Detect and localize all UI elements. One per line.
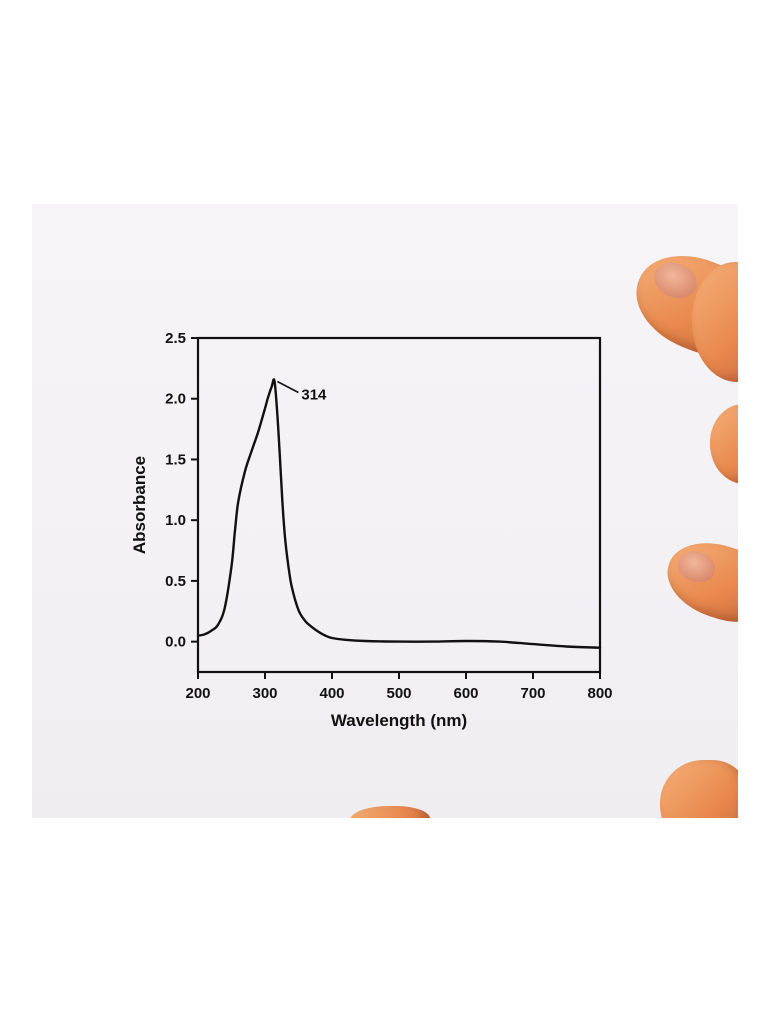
- x-axis-ticks: 200 300 400 500 600 700 800: [185, 672, 613, 702]
- x-tick-label: 500: [386, 685, 411, 702]
- y-tick-label: 1.0: [165, 512, 186, 529]
- y-axis-label: Absorbance: [130, 456, 149, 554]
- x-tick-label: 300: [252, 685, 277, 702]
- y-axis-ticks: 0.0 0.5 1.0 1.5 2.0 2.5: [165, 330, 198, 651]
- x-tick-label: 400: [319, 685, 344, 702]
- x-tick-label: 700: [520, 685, 545, 702]
- peak-annotation-leader: [277, 380, 299, 394]
- y-tick-label: 1.5: [165, 451, 186, 468]
- y-tick-label: 0.5: [165, 573, 186, 590]
- absorbance-curve: [196, 378, 602, 649]
- photo-background: [32, 204, 738, 818]
- peak-annotation-label: 314: [301, 387, 327, 404]
- x-tick-label: 200: [185, 685, 210, 702]
- y-tick-label: 0.0: [165, 634, 186, 651]
- x-tick-label: 600: [453, 685, 478, 702]
- x-tick-label: 800: [587, 685, 612, 702]
- y-tick-label: 2.0: [165, 391, 186, 408]
- y-tick-label: 2.5: [165, 330, 186, 347]
- finger-bottom: [350, 806, 430, 818]
- plot-frame: [196, 336, 602, 674]
- x-axis-label: Wavelength (nm): [331, 711, 467, 730]
